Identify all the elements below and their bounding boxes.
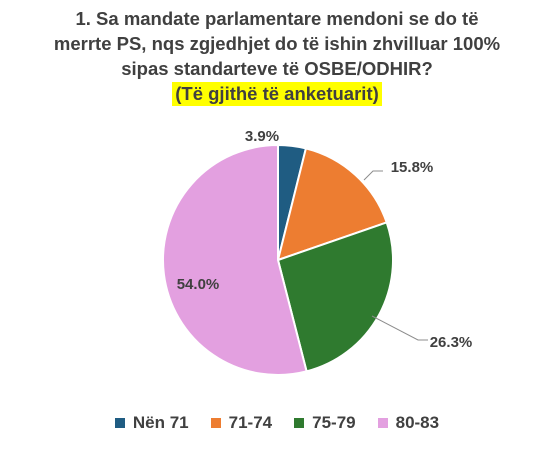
legend-item-3: 75-79	[294, 413, 356, 433]
legend-swatch-1	[114, 418, 125, 428]
chart-title: 1. Sa mandate parlamentare mendoni se do…	[0, 6, 554, 106]
title-line-1: 1. Sa mandate parlamentare mendoni se do…	[75, 8, 479, 29]
legend-swatch-4	[377, 418, 388, 428]
pie-slice-4	[162, 143, 308, 376]
pie-slice-3	[276, 221, 394, 373]
legend-label-2: 71-74	[228, 413, 273, 432]
legend-item-1: Nën 71	[114, 413, 189, 433]
legend-label-4: 80-83	[395, 413, 440, 432]
data-label-2: 15.8%	[391, 159, 434, 176]
chart-subtitle: (Të gjithë të anketuarit)	[172, 82, 382, 106]
legend-label-3: 75-79	[312, 413, 356, 432]
data-label-1: 3.9%	[245, 128, 279, 145]
leader-line-3	[371, 315, 428, 341]
pie-slice-2	[276, 147, 388, 262]
data-label-3: 26.3%	[430, 334, 473, 351]
title-line-2: merrte PS, nqs zgjedhjet do të ishin zhv…	[53, 33, 501, 54]
legend-swatch-3	[294, 418, 305, 428]
legend-item-2: 71-74	[210, 413, 273, 433]
legend-item-4: 80-83	[377, 413, 440, 433]
legend-label-1: Nën 71	[132, 413, 189, 432]
leader-line-2	[363, 170, 383, 181]
legend-swatch-2	[210, 418, 221, 428]
title-line-3: sipas standarteve të OSBE/ODHIR?	[121, 58, 433, 79]
data-label-4: 54.0%	[177, 276, 220, 293]
legend: Nën 71 71-74 75-79 80-83	[0, 413, 554, 433]
